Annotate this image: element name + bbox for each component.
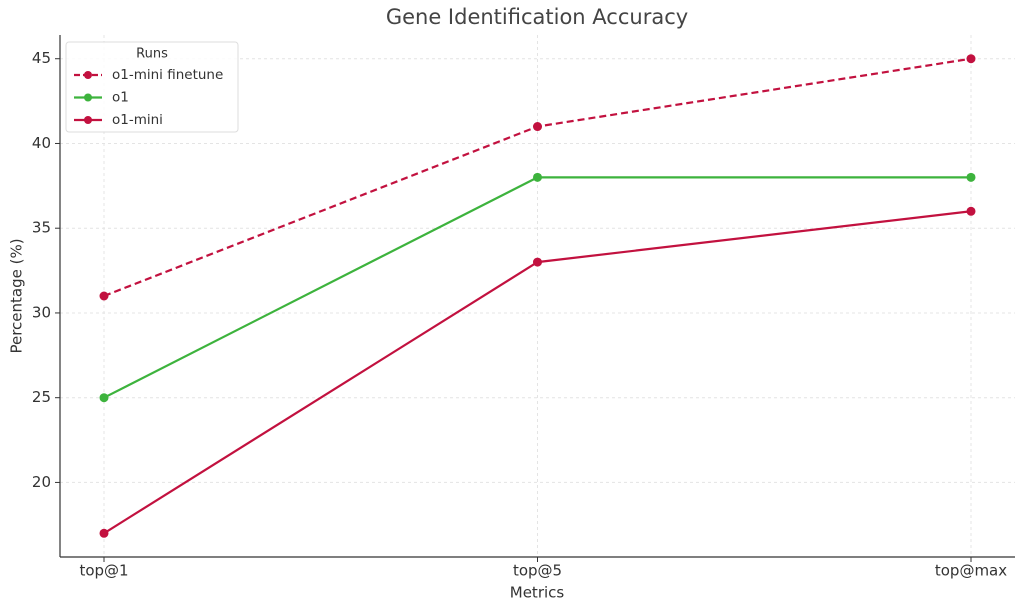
x-axis-label: Metrics [510,584,565,602]
data-point [533,257,542,267]
legend-label: o1 [112,90,129,106]
data-point [533,172,542,182]
data-point [966,54,976,64]
x-tick-label: top@5 [513,562,562,580]
legend-label: o1-mini finetune [112,67,223,83]
x-tick-label: top@1 [79,562,128,580]
y-tick-label: 45 [32,49,51,67]
legend-marker [84,93,92,102]
legend-box [65,41,239,133]
data-point [966,172,976,182]
legend-marker [84,116,92,124]
data-point [99,528,109,538]
y-tick-label: 30 [32,303,51,321]
y-axis-label: Percentage (%) [8,238,26,353]
data-point [966,206,976,216]
legend-marker [84,71,92,79]
chart-title: Gene Identification Accuracy [386,5,688,29]
data-point [533,122,542,132]
legend-title: Runs [136,47,168,62]
x-tick-label: top@max [935,562,1007,580]
y-tick-label: 25 [32,388,51,406]
y-tick-label: 20 [32,473,51,491]
y-tick-label: 40 [32,134,51,152]
data-point [99,393,109,403]
data-point [99,291,109,301]
legend-label: o1-mini [112,112,163,128]
y-tick-label: 35 [32,219,51,237]
